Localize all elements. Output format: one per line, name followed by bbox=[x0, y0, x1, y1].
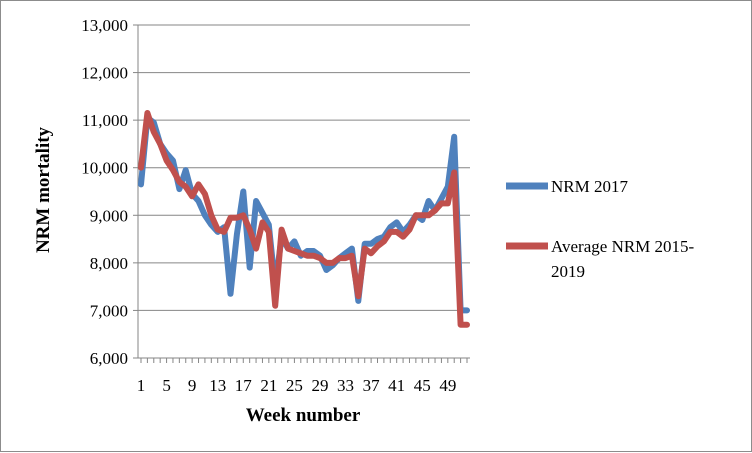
legend-label-average-nrm-line1: Average NRM 2015- bbox=[551, 237, 695, 256]
legend-label-average-nrm: Average NRM 2015- 2019 bbox=[551, 237, 698, 281]
x-tick-label: 9 bbox=[188, 376, 197, 395]
y-tick-label: 7,000 bbox=[90, 301, 128, 320]
x-tick-label: 21 bbox=[260, 376, 277, 395]
y-tick-label: 9,000 bbox=[90, 206, 128, 225]
y-tick-label: 6,000 bbox=[90, 349, 128, 368]
x-tick-label: 13 bbox=[209, 376, 226, 395]
y-tick-label: 8,000 bbox=[90, 254, 128, 273]
x-tick-label: 33 bbox=[337, 376, 354, 395]
legend-label-average-nrm-line2: 2019 bbox=[551, 262, 585, 281]
x-tick-label: 5 bbox=[162, 376, 171, 395]
series-line-average-nrm bbox=[138, 110, 470, 328]
x-tick-label: 37 bbox=[363, 376, 381, 395]
x-tick-labels: 1 5 9 13 17 21 25 29 33 37 41 45 49 bbox=[137, 376, 457, 395]
x-tick-label: 1 bbox=[137, 376, 146, 395]
series-lines bbox=[138, 110, 470, 328]
y-tick-label: 10,000 bbox=[81, 159, 128, 178]
x-tick-label: 29 bbox=[311, 376, 328, 395]
x-tick-label: 25 bbox=[286, 376, 303, 395]
y-axis-title: NRM mortality bbox=[33, 126, 54, 253]
legend-label-nrm-2017: NRM 2017 bbox=[551, 177, 628, 196]
y-tick-labels: 6,000 7,000 8,000 9,000 10,000 11,000 12,000 13… bbox=[81, 16, 128, 368]
y-tick-label: 11,000 bbox=[82, 111, 128, 130]
x-tick-label: 49 bbox=[439, 376, 456, 395]
legend: NRM 2017 Average NRM 2015- 2019 bbox=[506, 177, 698, 281]
axes bbox=[137, 25, 470, 363]
gridlines bbox=[133, 24, 470, 359]
x-tick-label: 41 bbox=[388, 376, 405, 395]
y-tick-label: 12,000 bbox=[81, 64, 128, 83]
x-tick-label: 45 bbox=[414, 376, 431, 395]
x-axis-title: Week number bbox=[246, 405, 361, 426]
y-tick-label: 13,000 bbox=[81, 16, 128, 35]
x-tick-label: 17 bbox=[235, 376, 253, 395]
